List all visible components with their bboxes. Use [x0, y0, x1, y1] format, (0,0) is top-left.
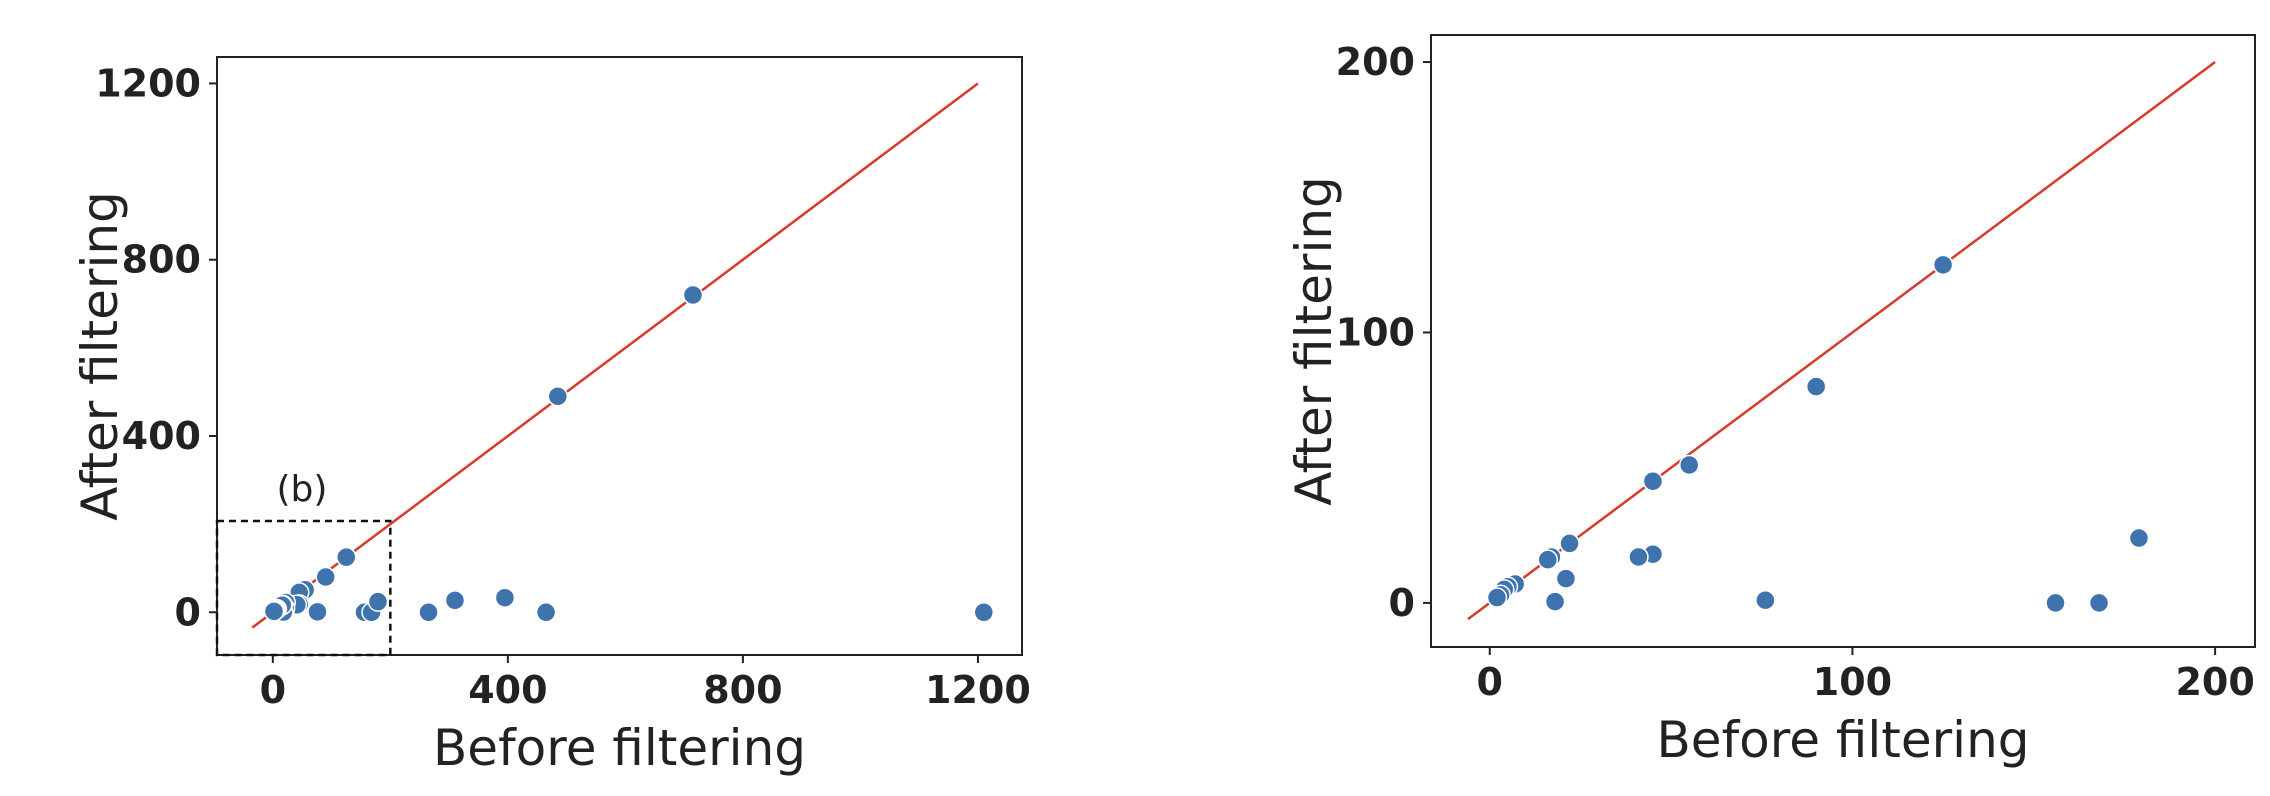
point [1932, 254, 1954, 276]
point [444, 590, 466, 611]
x-tick-label: 0 [260, 668, 286, 712]
x-tick-label: 0 [1477, 660, 1503, 704]
y-tick-label: 200 [1336, 40, 1415, 84]
point [535, 602, 557, 623]
point [1559, 533, 1580, 554]
point [263, 601, 285, 622]
y-tick-label: 0 [1389, 581, 1415, 625]
reference-line [1467, 61, 2216, 621]
point [336, 546, 357, 568]
point [315, 566, 336, 588]
x-axis-label: Before filtering [1657, 711, 2030, 769]
y-tick-label: 400 [122, 414, 201, 458]
y-tick-label: 100 [1336, 310, 1415, 354]
point [367, 591, 389, 612]
point [494, 587, 516, 608]
point [2128, 527, 2150, 549]
plot-frame [1430, 34, 2256, 648]
point [2088, 592, 2110, 614]
x-tick-label: 100 [1813, 660, 1892, 704]
zoom-box-label: (b) [276, 469, 327, 510]
reference-line [251, 82, 979, 629]
point [1755, 589, 1776, 611]
x-axis-label: Before filtering [433, 719, 806, 777]
point [1628, 546, 1649, 568]
point [547, 386, 569, 407]
point [1537, 549, 1559, 570]
point [2045, 592, 2066, 614]
point [1555, 568, 1577, 589]
x-tick-label: 800 [703, 668, 782, 712]
point [973, 602, 995, 623]
x-tick-label: 400 [468, 668, 547, 712]
point [307, 601, 328, 623]
y-tick-label: 1200 [95, 61, 201, 105]
point [1544, 591, 1566, 612]
y-axis-label: After filtering [1285, 176, 1343, 506]
x-tick-label: 1200 [925, 668, 1031, 712]
x-tick-label: 200 [2175, 660, 2254, 704]
y-tick-label: 0 [175, 590, 201, 634]
plot-frame [216, 56, 1023, 656]
zoom-box [215, 519, 392, 657]
point [1805, 376, 1827, 397]
point [682, 284, 704, 306]
point [1486, 587, 1508, 608]
y-tick-label: 800 [122, 238, 201, 282]
point [418, 602, 439, 623]
point [1642, 470, 1664, 492]
y-axis-label: After filtering [71, 191, 129, 521]
point [1678, 454, 1700, 476]
